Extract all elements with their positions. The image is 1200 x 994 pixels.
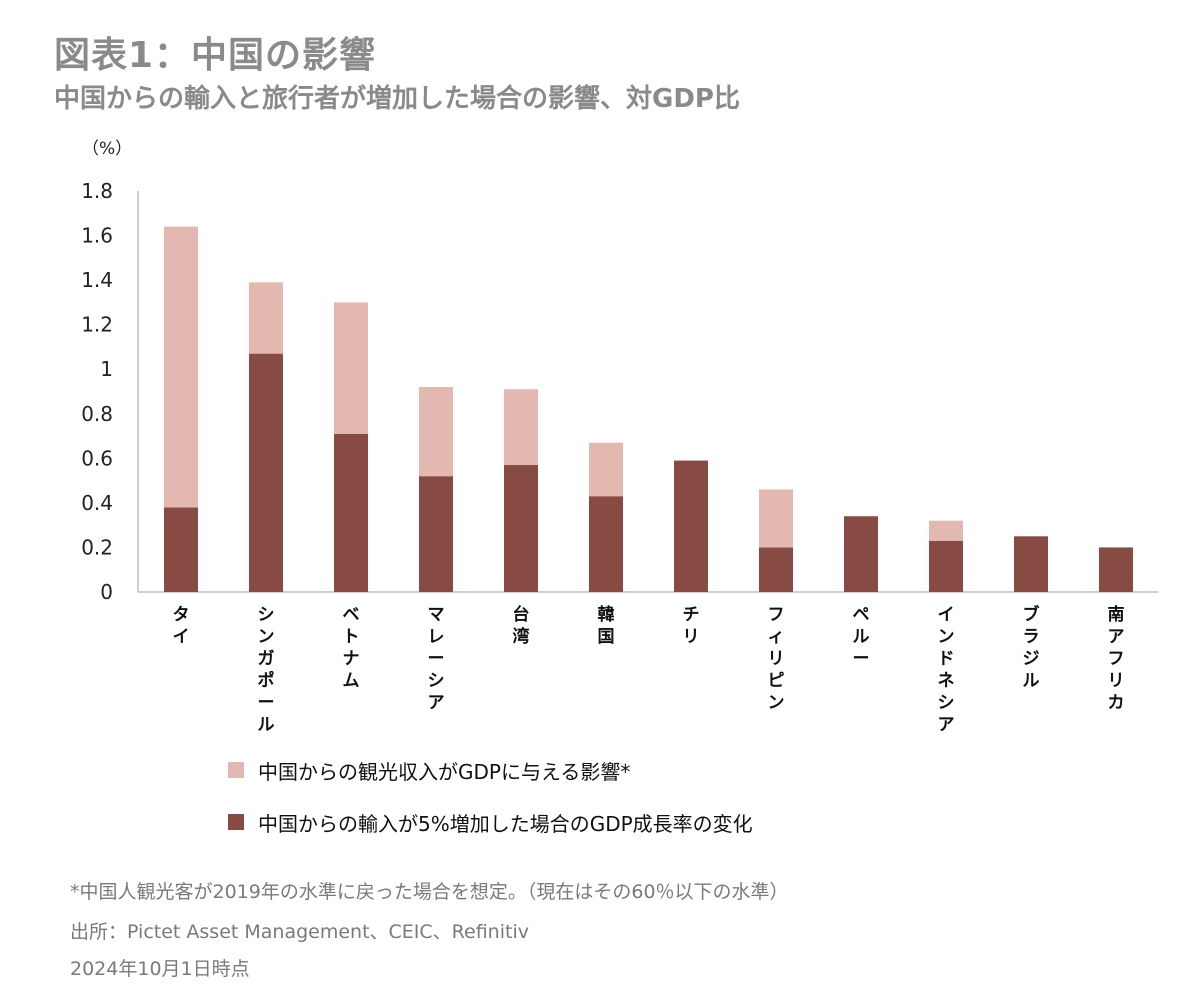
- bar-imports: [929, 540, 963, 592]
- x-category-label-char: シ: [938, 693, 955, 713]
- x-category-label-char: ム: [343, 671, 360, 691]
- y-tick-label: 1.8: [81, 179, 113, 203]
- bar-imports: [759, 547, 793, 592]
- bar-imports: [674, 460, 708, 592]
- bar-tourism: [759, 489, 793, 548]
- x-category-label-char: ペ: [853, 605, 870, 625]
- chart-title: 図表1：中国の影響: [54, 35, 377, 76]
- x-category-label-char: マ: [428, 605, 445, 625]
- x-category-label-char: ィ: [768, 627, 785, 647]
- x-category-label-char: フ: [768, 605, 785, 625]
- bar-tourism: [504, 389, 538, 466]
- bar-imports: [1014, 536, 1048, 592]
- source-note: 出所：Pictet Asset Management、CEIC、Refiniti…: [70, 921, 529, 943]
- x-category-label-char: レ: [428, 627, 445, 647]
- x-category-label-char: 国: [598, 627, 615, 647]
- y-tick-label: 0.6: [81, 446, 113, 470]
- x-category-label-char: ト: [343, 627, 360, 647]
- x-category-label-char: ア: [1108, 627, 1125, 647]
- x-category-label-char: シ: [428, 671, 445, 691]
- y-tick-label: 0.4: [81, 491, 113, 515]
- bar-tourism: [164, 226, 198, 508]
- x-category-label-char: ー: [853, 649, 870, 669]
- bar-imports: [334, 433, 368, 592]
- x-category-label-char: ポ: [258, 670, 275, 691]
- x-category-label-char: ピ: [768, 671, 785, 691]
- stacked-bar-chart: 00.20.40.60.811.21.41.61.8タイシンガポールベトナムマレ…: [81, 179, 1158, 735]
- x-category-label-char: ン: [258, 627, 275, 647]
- x-category-label-char: 湾: [513, 626, 530, 647]
- x-category-label-char: リ: [1108, 671, 1125, 691]
- x-category-label-char: ド: [938, 649, 955, 669]
- date-note: 2024年10月1日時点: [70, 958, 250, 980]
- x-category-label-char: ラ: [1023, 627, 1040, 647]
- x-category-label-char: ガ: [258, 649, 275, 669]
- x-category-label-char: 南: [1108, 604, 1125, 625]
- bar-imports: [844, 516, 878, 592]
- bar-tourism: [589, 442, 623, 497]
- x-category-label-char: ベ: [343, 605, 360, 625]
- x-category-label-char: ル: [853, 627, 870, 647]
- x-category-label-char: ル: [258, 715, 275, 735]
- legend-item-tourism: 中国からの観光収入がGDPに与える影響*: [228, 756, 753, 784]
- y-tick-label: 0.8: [81, 402, 113, 426]
- bar-imports: [1099, 547, 1133, 592]
- y-axis-unit-label: （%）: [82, 139, 133, 159]
- x-category-label-char: フ: [1108, 649, 1125, 669]
- bar-tourism: [929, 520, 963, 541]
- footnote: *中国人観光客が2019年の水準に戻った場合を想定。（現在はその60％以下の水準…: [70, 881, 789, 903]
- y-tick-label: 1.2: [81, 313, 113, 337]
- x-category-label-char: ア: [938, 715, 955, 735]
- x-category-label-char: シ: [258, 605, 275, 625]
- bar-tourism: [334, 302, 368, 434]
- x-category-label-char: ー: [258, 693, 275, 713]
- x-category-label-char: リ: [768, 649, 785, 669]
- x-category-label-char: カ: [1108, 693, 1125, 713]
- x-category-label-char: 台: [513, 604, 530, 625]
- legend-swatch-imports: [228, 814, 244, 830]
- legend-item-imports: 中国からの輸入が5%増加した場合のGDP成長率の変化: [228, 808, 753, 836]
- x-category-label-char: ー: [428, 649, 445, 669]
- bar-imports: [419, 476, 453, 592]
- y-tick-label: 1: [100, 357, 113, 381]
- y-tick-label: 1.6: [81, 224, 113, 248]
- bar-imports: [249, 353, 283, 592]
- legend: 中国からの観光収入がGDPに与える影響* 中国からの輸入が5%増加した場合のGD…: [228, 756, 753, 860]
- x-category-label-char: ブ: [1023, 604, 1040, 625]
- bar-tourism: [249, 282, 283, 354]
- x-category-label-char: ン: [938, 627, 955, 647]
- x-category-label-char: チ: [683, 605, 700, 625]
- bar-tourism: [419, 387, 453, 477]
- chart-subtitle: 中国からの輸入と旅行者が増加した場合の影響、対GDP比: [54, 84, 740, 114]
- legend-label-tourism: 中国からの観光収入がGDPに与える影響*: [258, 759, 631, 784]
- bar-imports: [164, 507, 198, 592]
- x-category-label-char: ア: [428, 693, 445, 713]
- x-category-label-char: 韓: [598, 604, 615, 625]
- legend-swatch-tourism: [228, 762, 244, 778]
- x-category-label-char: イ: [938, 605, 955, 625]
- y-tick-label: 0.2: [81, 535, 113, 559]
- bar-imports: [589, 496, 623, 592]
- x-category-label-char: ネ: [938, 671, 955, 691]
- x-category-label-char: ン: [768, 693, 785, 713]
- y-tick-label: 0: [100, 580, 113, 604]
- x-category-label-char: ジ: [1023, 649, 1040, 669]
- x-category-label-char: ナ: [343, 649, 360, 669]
- x-category-label-char: イ: [173, 627, 190, 647]
- x-category-label-char: ル: [1023, 671, 1040, 691]
- legend-label-imports: 中国からの輸入が5%増加した場合のGDP成長率の変化: [258, 811, 753, 836]
- bar-imports: [504, 465, 538, 592]
- x-category-label-char: タ: [173, 605, 190, 625]
- y-tick-label: 1.4: [81, 268, 113, 292]
- x-category-label-char: リ: [683, 627, 700, 647]
